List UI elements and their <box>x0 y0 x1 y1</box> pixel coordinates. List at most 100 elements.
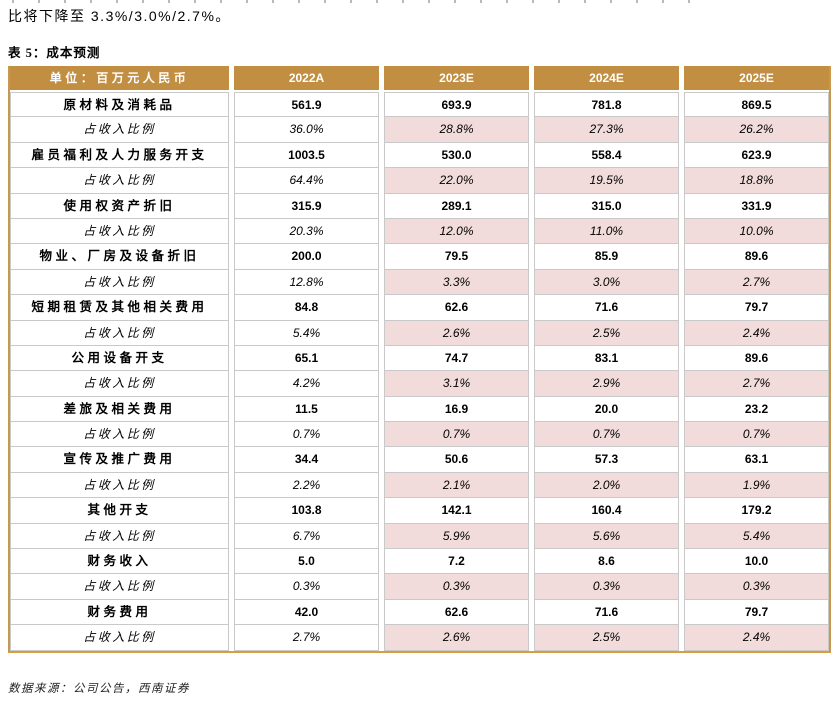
value-cell: 10.0 <box>684 549 829 575</box>
row-label: 公用设备开支 <box>10 345 229 372</box>
value-cell: 0.3% <box>684 574 829 600</box>
table-row: 宣传及推广费用 34.4 50.6 57.3 63.1 <box>10 447 829 473</box>
table-row: 占收入比例 4.2% 3.1% 2.9% 2.7% <box>10 371 829 397</box>
value-cell: 331.9 <box>684 193 829 219</box>
value-cell: 2.5% <box>534 320 679 346</box>
value-cell: 84.8 <box>234 295 379 321</box>
value-cell: 63.1 <box>684 447 829 473</box>
value-cell: 8.6 <box>534 549 679 575</box>
data-source-note: 数据来源：公司公告，西南证券 <box>8 683 190 695</box>
value-cell: 71.6 <box>534 295 679 321</box>
table-row: 占收入比例 20.3% 12.0% 11.0% 10.0% <box>10 218 829 245</box>
value-cell: 623.9 <box>684 142 829 169</box>
value-cell: 3.3% <box>384 269 529 296</box>
value-cell: 42.0 <box>234 599 379 626</box>
value-cell: 12.0% <box>384 218 529 245</box>
table-row: 其他开支 103.8 142.1 160.4 179.2 <box>10 498 829 524</box>
value-cell: 7.2 <box>384 549 529 575</box>
value-cell: 561.9 <box>234 92 379 118</box>
table-row: 雇员福利及人力服务开支 1003.5 530.0 558.4 623.9 <box>10 142 829 169</box>
row-label: 宣传及推广费用 <box>10 447 229 473</box>
row-label: 短期租赁及其他相关费用 <box>10 295 229 321</box>
value-cell: 20.3% <box>234 218 379 245</box>
value-cell: 103.8 <box>234 498 379 524</box>
value-cell: 57.3 <box>534 447 679 473</box>
value-cell: 0.7% <box>384 422 529 448</box>
row-label: 占收入比例 <box>10 523 229 550</box>
table-row: 公用设备开支 65.1 74.7 83.1 89.6 <box>10 345 829 372</box>
value-cell: 18.8% <box>684 168 829 194</box>
value-cell: 2.6% <box>384 320 529 346</box>
table-row: 占收入比例 5.4% 2.6% 2.5% 2.4% <box>10 320 829 346</box>
value-cell: 12.8% <box>234 269 379 296</box>
value-cell: 0.3% <box>234 574 379 600</box>
row-label: 占收入比例 <box>10 472 229 499</box>
value-cell: 79.7 <box>684 295 829 321</box>
table-body: 原材料及消耗品 561.9 693.9 781.8 869.5 占收入比例 36.0% 28.… <box>10 92 829 651</box>
value-cell: 3.0% <box>534 269 679 296</box>
value-cell: 19.5% <box>534 168 679 194</box>
year-header-2025e: 2025E <box>684 66 829 90</box>
value-cell: 83.1 <box>534 345 679 372</box>
value-cell: 10.0% <box>684 218 829 245</box>
table-row: 占收入比例 0.7% 0.7% 0.7% 0.7% <box>10 422 829 448</box>
row-label: 占收入比例 <box>10 218 229 245</box>
value-cell: 85.9 <box>534 244 679 270</box>
value-cell: 781.8 <box>534 92 679 118</box>
table-row: 占收入比例 36.0% 28.8% 27.3% 26.2% <box>10 117 829 143</box>
value-cell: 79.5 <box>384 244 529 270</box>
value-cell: 64.4% <box>234 168 379 194</box>
table-row: 占收入比例 64.4% 22.0% 19.5% 18.8% <box>10 168 829 194</box>
value-cell: 11.5 <box>234 396 379 423</box>
table-row: 占收入比例 12.8% 3.3% 3.0% 2.7% <box>10 269 829 296</box>
value-cell: 0.7% <box>234 422 379 448</box>
row-label: 占收入比例 <box>10 574 229 600</box>
value-cell: 6.7% <box>234 523 379 550</box>
value-cell: 289.1 <box>384 193 529 219</box>
unit-header-cell: 单位：百万元人民币 <box>10 66 229 90</box>
clipped-text-remnant <box>12 0 702 3</box>
value-cell: 869.5 <box>684 92 829 118</box>
value-cell: 2.7% <box>234 625 379 651</box>
value-cell: 693.9 <box>384 92 529 118</box>
year-header-2022a: 2022A <box>234 66 379 90</box>
value-cell: 23.2 <box>684 396 829 423</box>
value-cell: 22.0% <box>384 168 529 194</box>
row-label: 占收入比例 <box>10 320 229 346</box>
row-label: 差旅及相关费用 <box>10 396 229 423</box>
table-row: 占收入比例 2.2% 2.1% 2.0% 1.9% <box>10 472 829 499</box>
value-cell: 0.3% <box>534 574 679 600</box>
value-cell: 50.6 <box>384 447 529 473</box>
table-row: 占收入比例 6.7% 5.9% 5.6% 5.4% <box>10 523 829 550</box>
value-cell: 2.9% <box>534 371 679 397</box>
value-cell: 2.1% <box>384 472 529 499</box>
value-cell: 315.0 <box>534 193 679 219</box>
value-cell: 3.1% <box>384 371 529 397</box>
value-cell: 5.4% <box>234 320 379 346</box>
value-cell: 4.2% <box>234 371 379 397</box>
value-cell: 2.0% <box>534 472 679 499</box>
value-cell: 200.0 <box>234 244 379 270</box>
row-label: 占收入比例 <box>10 625 229 651</box>
value-cell: 2.5% <box>534 625 679 651</box>
value-cell: 26.2% <box>684 117 829 143</box>
value-cell: 11.0% <box>534 218 679 245</box>
row-label: 财务收入 <box>10 549 229 575</box>
value-cell: 36.0% <box>234 117 379 143</box>
value-cell: 79.7 <box>684 599 829 626</box>
value-cell: 71.6 <box>534 599 679 626</box>
row-label: 占收入比例 <box>10 371 229 397</box>
value-cell: 2.4% <box>684 320 829 346</box>
value-cell: 65.1 <box>234 345 379 372</box>
value-cell: 62.6 <box>384 599 529 626</box>
row-label: 其他开支 <box>10 498 229 524</box>
value-cell: 5.0 <box>234 549 379 575</box>
cost-forecast-table: 单位：百万元人民币 2022A 2023E 2024E 2025E 原材料及消耗… <box>8 66 831 653</box>
value-cell: 5.4% <box>684 523 829 550</box>
row-label: 使用权资产折旧 <box>10 193 229 219</box>
value-cell: 0.7% <box>684 422 829 448</box>
value-cell: 0.7% <box>534 422 679 448</box>
value-cell: 74.7 <box>384 345 529 372</box>
table-row: 差旅及相关费用 11.5 16.9 20.0 23.2 <box>10 396 829 423</box>
table-row: 财务收入 5.0 7.2 8.6 10.0 <box>10 549 829 575</box>
